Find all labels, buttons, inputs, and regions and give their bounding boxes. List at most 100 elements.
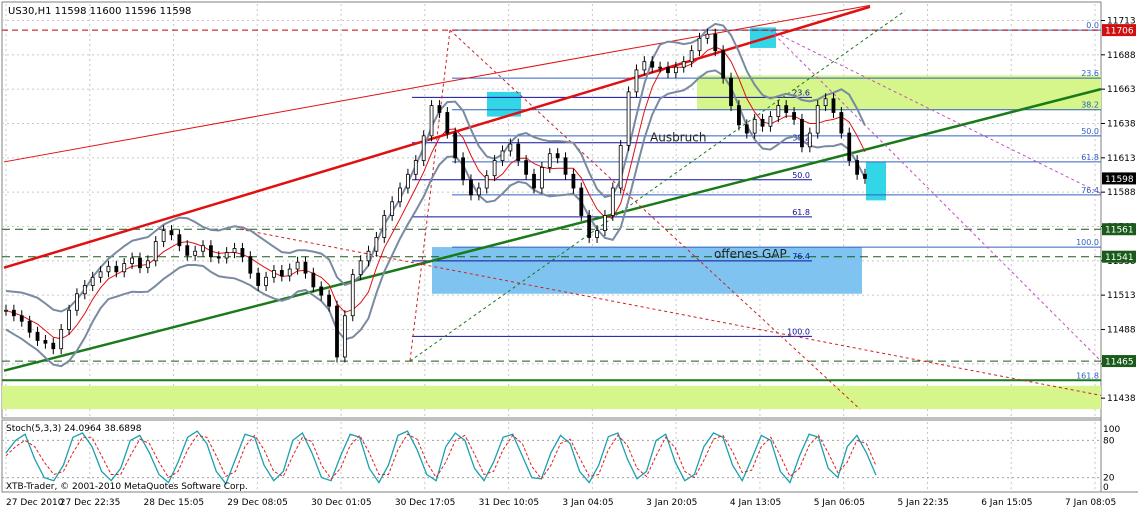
candle-body xyxy=(744,124,749,134)
candle-body xyxy=(59,329,64,350)
candle-body xyxy=(256,272,261,286)
candle-body xyxy=(398,187,402,203)
candle-body xyxy=(587,215,592,238)
candle-body xyxy=(681,61,686,68)
candle-body xyxy=(484,175,489,189)
candle-body xyxy=(555,153,560,159)
price-badge-label: 11706 xyxy=(1105,27,1134,37)
candle-body xyxy=(106,265,111,273)
price-tick-label: 11588 xyxy=(1107,188,1136,198)
candle-body xyxy=(35,331,40,341)
candle-body xyxy=(27,320,32,333)
candle-body xyxy=(713,33,718,52)
stoch-label: Stoch(5,3,3) 24.0964 38.6898 xyxy=(6,424,142,434)
stoch-level-label: 20 xyxy=(1103,474,1115,484)
candle-body xyxy=(342,315,347,358)
price-axis: 1171311688116631163811613115881156311538… xyxy=(1101,16,1136,404)
candle-body xyxy=(807,132,812,148)
candle-body xyxy=(358,260,363,275)
candle-body xyxy=(114,265,119,273)
price-tick-label: 11688 xyxy=(1107,51,1136,61)
candle-body xyxy=(469,179,473,196)
candle-body xyxy=(350,274,355,317)
stoch-scale-label: 0 xyxy=(1103,483,1109,493)
time-tick-label: 7 Jan 08:05 xyxy=(1065,498,1116,508)
candle-body xyxy=(658,66,663,69)
candle-body xyxy=(216,256,221,259)
price-badge xyxy=(1102,172,1136,185)
candle-body xyxy=(177,234,182,247)
annotations: Ausbruch offenes GAP xyxy=(650,130,787,261)
time-tick-label: 5 Jan 22:35 xyxy=(897,498,948,508)
candle-body xyxy=(264,276,268,286)
fib-level-label: 100.0 xyxy=(1076,238,1099,247)
candle-body xyxy=(563,157,568,175)
price-series xyxy=(4,22,867,368)
red-channel-line xyxy=(3,4,871,163)
candle-body xyxy=(161,230,166,242)
time-tick-label: 4 Jan 13:05 xyxy=(730,498,781,508)
candle-body xyxy=(768,116,773,127)
candle-body xyxy=(508,143,513,152)
time-tick-label: 30 Dec 17:05 xyxy=(395,498,456,508)
candle-body xyxy=(90,276,95,286)
price-tick-label: 11613 xyxy=(1107,154,1136,164)
candle-body xyxy=(98,271,103,278)
candle-body xyxy=(784,105,789,113)
candle-body xyxy=(595,230,599,238)
candle-body xyxy=(4,309,8,312)
candle-body xyxy=(201,245,205,252)
fib-inner-label: 50.0 xyxy=(792,171,810,180)
candle-body xyxy=(437,105,442,113)
candle-body xyxy=(429,105,434,137)
fib-level-label: 61.8 xyxy=(1081,153,1099,162)
candle-body xyxy=(272,270,276,278)
price-badge xyxy=(1102,250,1136,263)
candle-body xyxy=(240,248,245,258)
price-badge xyxy=(1102,223,1136,236)
candle-body xyxy=(642,61,647,71)
green-trend-line xyxy=(3,87,1102,372)
time-tick-label: 30 Dec 01:05 xyxy=(311,498,372,508)
time-tick-label: 28 Dec 15:05 xyxy=(144,498,205,508)
red-dashed-line xyxy=(409,30,451,362)
candle-body xyxy=(374,237,379,252)
candle-body xyxy=(492,160,497,177)
price-tick-label: 11713 xyxy=(1107,16,1136,26)
candle-body xyxy=(610,187,615,216)
copyright-text: XTB-Trader, © 2001-2010 MetaQuotes Softw… xyxy=(6,482,248,492)
candle-body xyxy=(547,153,552,168)
time-tick-label: 3 Jan 20:05 xyxy=(646,498,697,508)
candle-body xyxy=(776,105,781,118)
candle-body xyxy=(500,150,505,161)
time-tick-label: 31 Dec 10:05 xyxy=(479,498,540,508)
support-zone xyxy=(2,385,1101,410)
candle-body xyxy=(634,69,639,93)
resistance-zone xyxy=(697,75,1101,110)
candle-body xyxy=(461,157,465,181)
candle-body xyxy=(626,91,631,146)
chart-header: US30,H1 11598 11600 11596 11598 xyxy=(8,6,191,17)
candle-body xyxy=(752,118,757,134)
candle-body xyxy=(67,309,71,330)
time-tick-label: 27 Dec 22:35 xyxy=(60,498,121,508)
purple-dashed-line xyxy=(769,29,1102,362)
candle-body xyxy=(413,160,418,175)
candle-body xyxy=(319,286,324,296)
stoch-panel-frame xyxy=(1,419,1102,493)
candle-body xyxy=(453,132,458,159)
candle-body xyxy=(138,257,142,269)
candle-body xyxy=(382,215,387,238)
candle-body xyxy=(792,112,796,120)
candle-body xyxy=(847,132,852,161)
candle-body xyxy=(839,112,844,134)
candle-body xyxy=(476,187,481,196)
candle-body xyxy=(11,309,16,317)
candle-body xyxy=(524,160,529,175)
candle-body xyxy=(82,285,87,295)
time-tick-label: 5 Jan 06:05 xyxy=(814,498,865,508)
candle-body xyxy=(19,315,24,322)
time-tick-label: 6 Jan 15:05 xyxy=(981,498,1032,508)
